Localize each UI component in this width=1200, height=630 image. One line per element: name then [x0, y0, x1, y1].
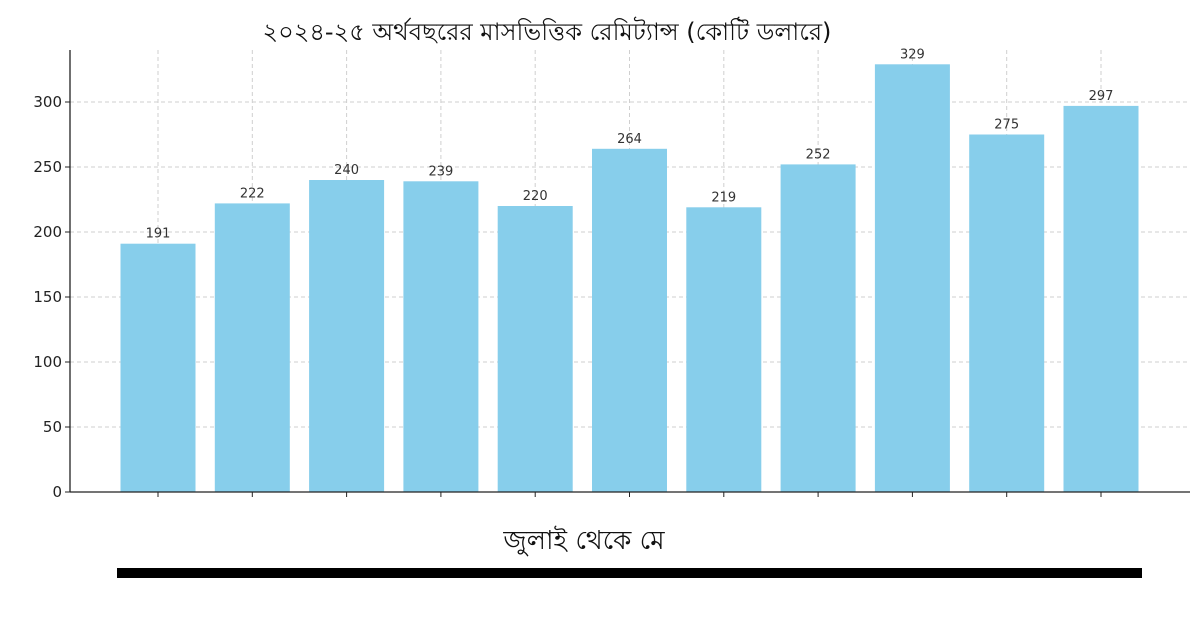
bar [403, 181, 479, 493]
bar-value-label: 239 [428, 164, 453, 179]
bar [969, 134, 1045, 492]
bars-layer [120, 64, 1139, 493]
y-tick-label: 200 [33, 223, 62, 241]
bar [1063, 105, 1139, 493]
bar [780, 164, 856, 492]
bar-value-label: 222 [240, 186, 265, 201]
bar [874, 64, 950, 493]
bar [214, 203, 290, 492]
bar-value-label: 252 [806, 147, 831, 162]
bar [592, 148, 667, 493]
bar-value-label: 240 [334, 163, 359, 178]
bar [497, 206, 573, 492]
y-tick-label: 0 [52, 483, 62, 501]
bar-value-label: 219 [711, 190, 736, 205]
y-tick-label: 150 [33, 288, 62, 306]
x-axis-label: জুলাই থেকে মে [502, 525, 665, 556]
bar [686, 207, 762, 493]
bar [120, 243, 196, 492]
y-tick-label: 50 [43, 418, 62, 436]
footer-bar [117, 568, 1142, 578]
bar-value-label: 297 [1089, 89, 1114, 104]
bar [309, 180, 385, 492]
bar-value-label: 220 [523, 189, 548, 204]
bar-value-label: 264 [617, 132, 642, 147]
data-labels-layer: 191 222 240 239 220 264 219 252 329 275 297 [146, 47, 1114, 241]
chart-title: ২০২৪-২৫ অর্থবছরের মাসভিত্তিক রেমিট্যান্স… [263, 17, 832, 46]
y-ticks-layer: 0 50 100 150 200 250 300 [33, 93, 1102, 501]
bar-value-label: 275 [994, 118, 1019, 133]
bar-value-label: 191 [146, 227, 171, 242]
bar-value-label: 329 [900, 47, 925, 62]
y-tick-label: 250 [33, 158, 62, 176]
y-tick-label: 100 [33, 353, 62, 371]
y-tick-label: 300 [33, 93, 62, 111]
